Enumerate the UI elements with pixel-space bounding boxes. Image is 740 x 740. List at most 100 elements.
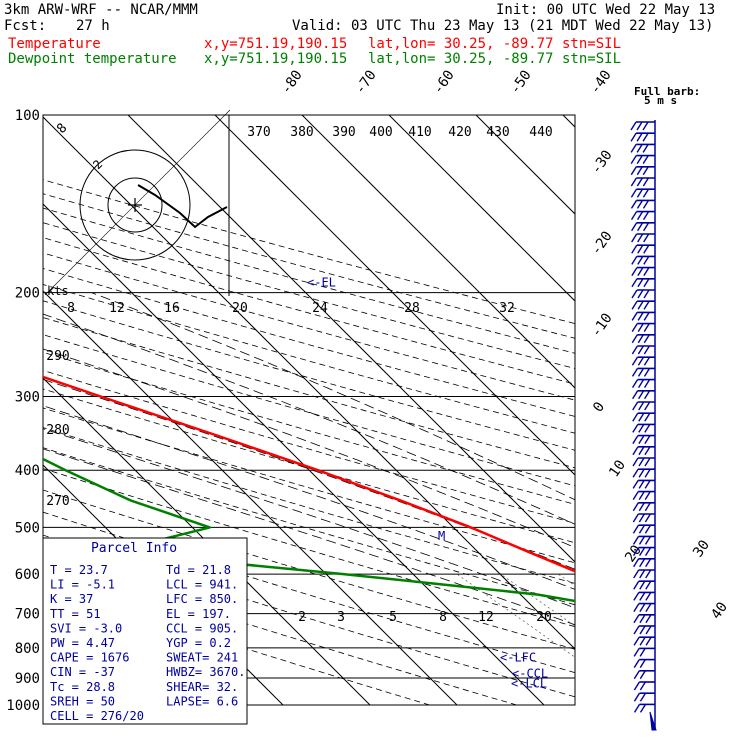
wind-barb xyxy=(631,266,655,276)
mixing-ratio-label: 20 xyxy=(536,610,552,625)
wind-barb xyxy=(633,692,655,702)
parcel-info-value: CIN = -37 xyxy=(50,665,115,679)
parcel-info-value: SVI = -3.0 xyxy=(50,621,122,635)
wind-barb xyxy=(632,468,655,478)
legend-dewpoint-latlon: lat,lon= 30.25, -89.77 xyxy=(368,51,554,67)
wind-barb xyxy=(631,345,655,355)
level-marker: <-EL xyxy=(307,276,336,290)
hodograph-speed-label: 32 xyxy=(499,301,515,316)
moist-adiabat-line xyxy=(43,348,575,548)
theta-label: 390 xyxy=(332,125,355,140)
isotherm-label: 0 xyxy=(590,399,608,415)
moist-adiabat-line xyxy=(91,292,575,501)
wind-barb xyxy=(630,177,655,187)
isotherm-label: 20 xyxy=(622,542,645,565)
isotherm-line xyxy=(43,377,371,705)
hodograph-speed-label: 12 xyxy=(109,301,125,316)
hodograph-axis-label: 8 xyxy=(54,121,70,137)
wind-barb xyxy=(633,557,655,568)
parcel-info-value: LFC = 850. xyxy=(166,592,238,606)
wind-barb xyxy=(633,580,655,590)
isotherm-line xyxy=(43,116,575,650)
wind-barb xyxy=(630,188,655,198)
wind-barb xyxy=(631,356,655,366)
forecast-hour: 27 h xyxy=(76,18,110,34)
pressure-tick-label: 800 xyxy=(15,641,40,657)
mixing-ratio-line xyxy=(456,573,575,658)
legend-dewpoint-name: Dewpoint temperature xyxy=(8,51,177,67)
level-marker: <-LCL xyxy=(511,676,547,690)
wind-barb xyxy=(633,647,655,657)
pressure-tick-label: 1000 xyxy=(6,698,40,714)
dry-adiabat-line xyxy=(43,407,575,564)
level-marker: <-LFC xyxy=(500,650,536,664)
wind-barb xyxy=(630,143,655,153)
temperature-curve xyxy=(43,375,575,573)
isotherm-label: -40 xyxy=(587,67,615,97)
parcel-info-value: CCL = 905. xyxy=(166,621,238,635)
moist-adiabat-line xyxy=(43,378,575,570)
isotherm-label: -10 xyxy=(588,310,616,340)
wind-barb xyxy=(632,434,655,444)
parcel-info-panel xyxy=(42,537,248,725)
wind-barb xyxy=(632,490,655,500)
wind-barb xyxy=(630,199,655,209)
wind-barb xyxy=(631,378,655,388)
wind-barb xyxy=(630,132,655,142)
wind-barb xyxy=(633,681,655,691)
model-title: 3km ARW-WRF -- NCAR/MMM xyxy=(4,2,198,18)
isotherm-label: -30 xyxy=(588,147,616,177)
parcel-info-value: LCL = 941. xyxy=(166,578,238,592)
wind-barb xyxy=(632,445,655,456)
parcel-info-value: YGP = 0.2 xyxy=(166,636,231,650)
valid-time: Valid: 03 UTC Thu 23 May 13 (21 MDT Wed … xyxy=(292,18,714,34)
legend-temperature-xy: x,y=751.19,190.15 xyxy=(204,36,348,52)
parcel-info-value: SWEAT= 241 xyxy=(166,651,238,665)
wind-barb xyxy=(631,333,655,344)
hodograph-speed-label: 16 xyxy=(164,301,180,316)
wind-barb xyxy=(631,289,655,299)
parcel-info-value: LAPSE= 6.6 xyxy=(166,694,238,708)
isotherm-line xyxy=(475,115,575,215)
dry-adiabat-line xyxy=(43,317,575,469)
moist-adiabat-line xyxy=(43,428,575,609)
wind-barb xyxy=(632,513,655,523)
isotherm-label: 10 xyxy=(606,457,629,480)
barb-key-label: 5 m s xyxy=(644,94,677,107)
parcel-info-value: K = 37 xyxy=(50,592,93,606)
legend-dewpoint-station: stn=SIL xyxy=(562,51,622,67)
legend-dewpoint-xy: x,y=751.19,190.15 xyxy=(204,51,348,67)
isotherm-line xyxy=(43,203,545,705)
level-marker: <-CCL xyxy=(512,666,548,680)
pressure-tick-label: 100 xyxy=(15,108,40,124)
hodograph-speed-label: 24 xyxy=(312,301,328,316)
mixing-ratio-line xyxy=(664,574,740,705)
isotherm-label: -80 xyxy=(278,67,306,97)
hodograph-speed-label: 28 xyxy=(404,301,420,316)
pressure-tick-label: 900 xyxy=(15,671,40,687)
dry-adiabat-line xyxy=(43,447,575,606)
dry-adiabat-line xyxy=(43,300,575,451)
mixing-ratio-label: 2 xyxy=(298,610,306,625)
wind-barb xyxy=(633,658,655,668)
dry-adiabat-line xyxy=(43,237,575,385)
isotherm-line xyxy=(127,115,575,563)
wind-barb xyxy=(632,389,655,400)
pressure-tick-label: 200 xyxy=(15,286,40,302)
wind-barb xyxy=(633,625,655,635)
init-time: Init: 00 UTC Wed 22 May 13 xyxy=(496,2,716,18)
pressure-tick-label: 400 xyxy=(15,463,40,479)
wind-barb xyxy=(632,535,655,545)
theta-label: 410 xyxy=(408,125,431,140)
wind-barb xyxy=(630,154,655,164)
hodograph-units-label: kts xyxy=(47,284,69,298)
theta-label: 380 xyxy=(290,125,313,140)
theta-label: 430 xyxy=(486,125,509,140)
dry-adiabat-line xyxy=(43,582,430,705)
wind-barb-pennant xyxy=(649,711,657,731)
wind-barb xyxy=(631,255,655,265)
pressure-tick-label: 700 xyxy=(15,607,40,623)
wind-barb xyxy=(633,613,655,624)
dry-adiabat-line xyxy=(43,252,575,401)
